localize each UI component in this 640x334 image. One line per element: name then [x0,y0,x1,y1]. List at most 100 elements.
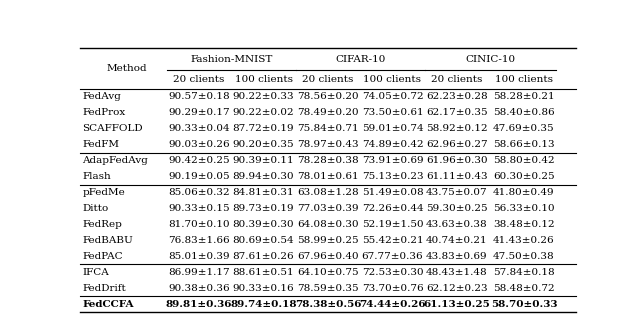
Text: 78.38±0.56: 78.38±0.56 [295,300,361,309]
Text: 61.13±0.25: 61.13±0.25 [424,300,490,309]
Text: 90.20±0.35: 90.20±0.35 [233,140,294,149]
Text: 62.96±0.27: 62.96±0.27 [426,140,488,149]
Text: 62.12±0.23: 62.12±0.23 [426,284,488,293]
Text: 43.63±0.38: 43.63±0.38 [426,220,488,229]
Text: 78.97±0.43: 78.97±0.43 [297,140,359,149]
Text: 90.39±0.11: 90.39±0.11 [233,156,294,165]
Text: 90.22±0.02: 90.22±0.02 [233,108,294,117]
Text: 90.22±0.33: 90.22±0.33 [233,93,294,102]
Text: Ditto: Ditto [83,204,109,213]
Text: 78.56±0.20: 78.56±0.20 [297,93,359,102]
Text: Flash: Flash [83,172,111,181]
Text: FedProx: FedProx [83,108,125,117]
Text: 72.53±0.30: 72.53±0.30 [362,268,423,277]
Text: 60.30±0.25: 60.30±0.25 [493,172,555,181]
Text: 86.99±1.17: 86.99±1.17 [168,268,230,277]
Text: CIFAR-10: CIFAR-10 [335,55,385,63]
Text: FedDrift: FedDrift [83,284,126,293]
Text: 67.96±0.40: 67.96±0.40 [297,252,359,261]
Text: Method: Method [106,64,147,73]
Text: 20 clients: 20 clients [173,75,225,84]
Text: 47.50±0.38: 47.50±0.38 [493,252,555,261]
Text: 100 clients: 100 clients [234,75,292,84]
Text: 58.40±0.86: 58.40±0.86 [493,108,555,117]
Text: 88.61±0.51: 88.61±0.51 [233,268,294,277]
Text: FedBABU: FedBABU [83,236,133,245]
Text: 89.94±0.30: 89.94±0.30 [233,172,294,181]
Text: 78.01±0.61: 78.01±0.61 [297,172,359,181]
Text: 55.42±0.21: 55.42±0.21 [362,236,423,245]
Text: 52.19±1.50: 52.19±1.50 [362,220,423,229]
Text: 90.03±0.26: 90.03±0.26 [168,140,230,149]
Text: 73.91±0.69: 73.91±0.69 [362,156,423,165]
Text: 80.69±0.54: 80.69±0.54 [233,236,294,245]
Text: 85.06±0.32: 85.06±0.32 [168,188,230,197]
Text: 51.49±0.08: 51.49±0.08 [362,188,423,197]
Text: 100 clients: 100 clients [495,75,553,84]
Text: 57.84±0.18: 57.84±0.18 [493,268,555,277]
Text: 78.28±0.38: 78.28±0.38 [297,156,359,165]
Text: 58.70±0.33: 58.70±0.33 [491,300,557,309]
Text: 59.30±0.25: 59.30±0.25 [426,204,488,213]
Text: 73.70±0.76: 73.70±0.76 [362,284,423,293]
Text: 78.59±0.35: 78.59±0.35 [297,284,359,293]
Text: 100 clients: 100 clients [364,75,422,84]
Text: 63.08±1.28: 63.08±1.28 [297,188,359,197]
Text: FedCCFA: FedCCFA [83,300,134,309]
Text: 38.48±0.12: 38.48±0.12 [493,220,555,229]
Text: 78.49±0.20: 78.49±0.20 [297,108,359,117]
Text: 90.19±0.05: 90.19±0.05 [168,172,230,181]
Text: 87.72±0.19: 87.72±0.19 [233,124,294,133]
Text: 61.96±0.30: 61.96±0.30 [426,156,488,165]
Text: 89.81±0.36: 89.81±0.36 [166,300,232,309]
Text: 62.17±0.35: 62.17±0.35 [426,108,488,117]
Text: 90.29±0.17: 90.29±0.17 [168,108,230,117]
Text: 20 clients: 20 clients [302,75,354,84]
Text: 90.33±0.04: 90.33±0.04 [168,124,230,133]
Text: FedPAC: FedPAC [83,252,123,261]
Text: 74.89±0.42: 74.89±0.42 [362,140,423,149]
Text: 67.77±0.36: 67.77±0.36 [362,252,423,261]
Text: 58.92±0.12: 58.92±0.12 [426,124,488,133]
Text: FedFM: FedFM [83,140,120,149]
Text: 90.38±0.36: 90.38±0.36 [168,284,230,293]
Text: 90.42±0.25: 90.42±0.25 [168,156,230,165]
Text: 43.75±0.07: 43.75±0.07 [426,188,488,197]
Text: 40.74±0.21: 40.74±0.21 [426,236,488,245]
Text: 81.70±0.10: 81.70±0.10 [168,220,230,229]
Text: 64.08±0.30: 64.08±0.30 [297,220,359,229]
Text: 75.13±0.23: 75.13±0.23 [362,172,423,181]
Text: 48.43±1.48: 48.43±1.48 [426,268,488,277]
Text: 90.33±0.15: 90.33±0.15 [168,204,230,213]
Text: 20 clients: 20 clients [431,75,483,84]
Text: 58.48±0.72: 58.48±0.72 [493,284,555,293]
Text: FedAvg: FedAvg [83,93,122,102]
Text: 64.10±0.75: 64.10±0.75 [297,268,359,277]
Text: 41.43±0.26: 41.43±0.26 [493,236,555,245]
Text: IFCA: IFCA [83,268,109,277]
Text: 80.39±0.30: 80.39±0.30 [233,220,294,229]
Text: 75.84±0.71: 75.84±0.71 [297,124,359,133]
Text: Fashion-MNIST: Fashion-MNIST [190,55,273,63]
Text: AdapFedAvg: AdapFedAvg [83,156,148,165]
Text: 58.28±0.21: 58.28±0.21 [493,93,555,102]
Text: 56.33±0.10: 56.33±0.10 [493,204,555,213]
Text: 87.61±0.26: 87.61±0.26 [233,252,294,261]
Text: 85.01±0.39: 85.01±0.39 [168,252,230,261]
Text: 84.81±0.31: 84.81±0.31 [233,188,294,197]
Text: 58.66±0.13: 58.66±0.13 [493,140,555,149]
Text: 89.74±0.18: 89.74±0.18 [230,300,297,309]
Text: 72.26±0.44: 72.26±0.44 [362,204,423,213]
Text: 43.83±0.69: 43.83±0.69 [426,252,488,261]
Text: 90.57±0.18: 90.57±0.18 [168,93,230,102]
Text: 90.33±0.16: 90.33±0.16 [233,284,294,293]
Text: FedRep: FedRep [83,220,122,229]
Text: 59.01±0.74: 59.01±0.74 [362,124,423,133]
Text: pFedMe: pFedMe [83,188,125,197]
Text: 73.50±0.61: 73.50±0.61 [362,108,423,117]
Text: 61.11±0.43: 61.11±0.43 [426,172,488,181]
Text: SCAFFOLD: SCAFFOLD [83,124,143,133]
Text: 58.99±0.25: 58.99±0.25 [297,236,359,245]
Text: 47.69±0.35: 47.69±0.35 [493,124,555,133]
Text: 62.23±0.28: 62.23±0.28 [426,93,488,102]
